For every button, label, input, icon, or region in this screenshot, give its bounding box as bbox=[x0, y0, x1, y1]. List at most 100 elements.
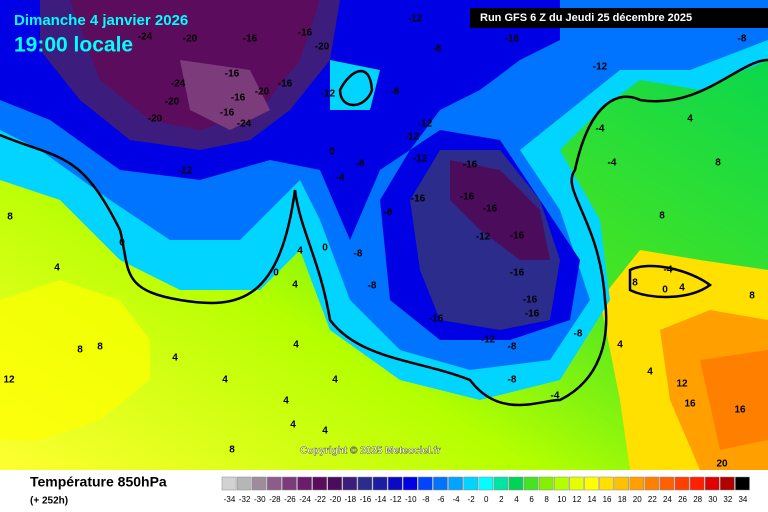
legend-swatch bbox=[689, 476, 705, 491]
legend-tick-label: 30 bbox=[708, 495, 717, 504]
legend-tick-label: -12 bbox=[390, 495, 402, 504]
legend-tick-label: -10 bbox=[405, 495, 417, 504]
legend-swatch bbox=[508, 476, 524, 491]
contour-label: -16 bbox=[278, 79, 293, 90]
contour-label: -12 bbox=[405, 132, 420, 143]
legend-swatch bbox=[478, 476, 494, 491]
legend-tick-label: -32 bbox=[239, 495, 251, 504]
legend-swatch bbox=[463, 476, 478, 491]
legend-tick-label: -14 bbox=[375, 495, 387, 504]
contour-label: -16 bbox=[225, 69, 240, 80]
contour-label: 0 bbox=[662, 285, 668, 296]
contour-label: 16 bbox=[684, 399, 696, 410]
contour-label: -16 bbox=[510, 231, 525, 242]
contour-label: 8 bbox=[749, 291, 755, 302]
legend-tick-label: -30 bbox=[254, 495, 266, 504]
contour-label: 4 bbox=[293, 340, 299, 351]
legend-swatch bbox=[493, 476, 509, 491]
contour-label: 4 bbox=[647, 367, 653, 378]
contour-label: 8 bbox=[715, 158, 721, 169]
legend-swatch bbox=[599, 476, 614, 491]
contour-label: -8 bbox=[574, 329, 583, 340]
legend-tick-label: -16 bbox=[360, 495, 372, 504]
contour-label: -16 bbox=[298, 28, 313, 39]
contour-label: -16 bbox=[411, 194, 426, 205]
contour-label: 8 bbox=[7, 212, 13, 223]
forecast-time: 19:00 locale bbox=[14, 34, 133, 57]
footer-lead: (+ 252h) bbox=[30, 496, 68, 507]
zero-isotherm bbox=[0, 58, 768, 407]
legend-swatch bbox=[720, 476, 735, 491]
contour-label: -12 bbox=[418, 119, 433, 130]
contour-label: -12 bbox=[178, 166, 193, 177]
contour-label: -16 bbox=[463, 160, 478, 171]
contour-label: -8 bbox=[354, 249, 363, 260]
contour-label: 20 bbox=[716, 459, 728, 470]
contour-label: -8 bbox=[433, 44, 442, 55]
legend-tick-label: -6 bbox=[437, 495, 445, 504]
contour-label: 0 bbox=[329, 147, 335, 158]
contour-label: -8 bbox=[508, 342, 517, 353]
legend-tick-label: -22 bbox=[314, 495, 326, 504]
contour-label: -16 bbox=[505, 34, 520, 45]
contour-label: -12 bbox=[321, 89, 336, 100]
contour-label: -24 bbox=[138, 32, 153, 43]
contour-label: -16 bbox=[523, 295, 538, 306]
legend-tick-label: -24 bbox=[299, 495, 311, 504]
legend-tick-label: -2 bbox=[468, 495, 476, 504]
contour-label: -4 bbox=[664, 265, 673, 276]
legend-swatch bbox=[553, 476, 569, 491]
contour-label: -20 bbox=[183, 34, 198, 45]
legend-swatch bbox=[342, 476, 358, 491]
contour-label: -16 bbox=[429, 314, 444, 325]
legend-swatch bbox=[523, 476, 539, 491]
legend-swatch bbox=[629, 476, 645, 491]
legend-tick-label: 16 bbox=[603, 495, 612, 504]
legend-swatch bbox=[659, 476, 675, 491]
contour-label: 4 bbox=[687, 114, 693, 125]
contour-label: 4 bbox=[679, 283, 685, 294]
legend-tick-label: -18 bbox=[345, 495, 357, 504]
temperature-field bbox=[0, 0, 768, 470]
contour-label: 4 bbox=[617, 340, 623, 351]
contour-label: -8 bbox=[384, 208, 393, 219]
legend-swatch bbox=[387, 476, 403, 491]
contour-label: -24 bbox=[171, 79, 186, 90]
legend-tick-label: 22 bbox=[648, 495, 657, 504]
legend-swatch bbox=[584, 476, 599, 491]
color-legend: -34 -32 -30 -28 -26 -24 -22 -20 -18 -16 -14 -12 -10-… bbox=[221, 476, 750, 504]
contour-label: 0 bbox=[119, 238, 125, 249]
legend-swatch bbox=[433, 476, 448, 491]
legend-tick-label: -28 bbox=[269, 495, 281, 504]
contour-label: 4 bbox=[297, 246, 303, 257]
contour-label: 4 bbox=[322, 426, 328, 437]
contour-label: 8 bbox=[77, 345, 83, 356]
contour-label: -8 bbox=[356, 159, 365, 170]
contour-label: 8 bbox=[97, 342, 103, 353]
contour-label: -16 bbox=[525, 309, 540, 320]
legend-tick-label: 14 bbox=[587, 495, 596, 504]
contour-label: -16 bbox=[483, 204, 498, 215]
legend-tick-label: 6 bbox=[529, 495, 534, 504]
legend-swatch bbox=[674, 476, 690, 491]
legend-swatch bbox=[282, 476, 297, 491]
contour-label: 12 bbox=[3, 375, 15, 386]
legend-swatch bbox=[221, 476, 237, 491]
legend-tick-label: 34 bbox=[738, 495, 747, 504]
contour-label: -8 bbox=[508, 375, 517, 386]
contour-label: -8 bbox=[738, 34, 747, 45]
contour-label: 4 bbox=[292, 280, 298, 291]
contour-label: 8 bbox=[632, 278, 638, 289]
legend-tick-label: 24 bbox=[663, 495, 672, 504]
legend-tick-label: -26 bbox=[284, 495, 296, 504]
contour-label: 8 bbox=[659, 211, 665, 222]
contour-label: -12 bbox=[476, 232, 491, 243]
legend-tick-label: 4 bbox=[514, 495, 519, 504]
contour-labels: -24 -20 -16-16-20-12-8-16-12-8-24-16-20 -16… bbox=[3, 14, 755, 470]
contour-label: -4 bbox=[596, 124, 605, 135]
legend-swatch bbox=[644, 476, 660, 491]
legend-tick-label: 32 bbox=[723, 495, 732, 504]
contour-label: -20 bbox=[148, 114, 163, 125]
contour-label: -20 bbox=[315, 42, 330, 53]
